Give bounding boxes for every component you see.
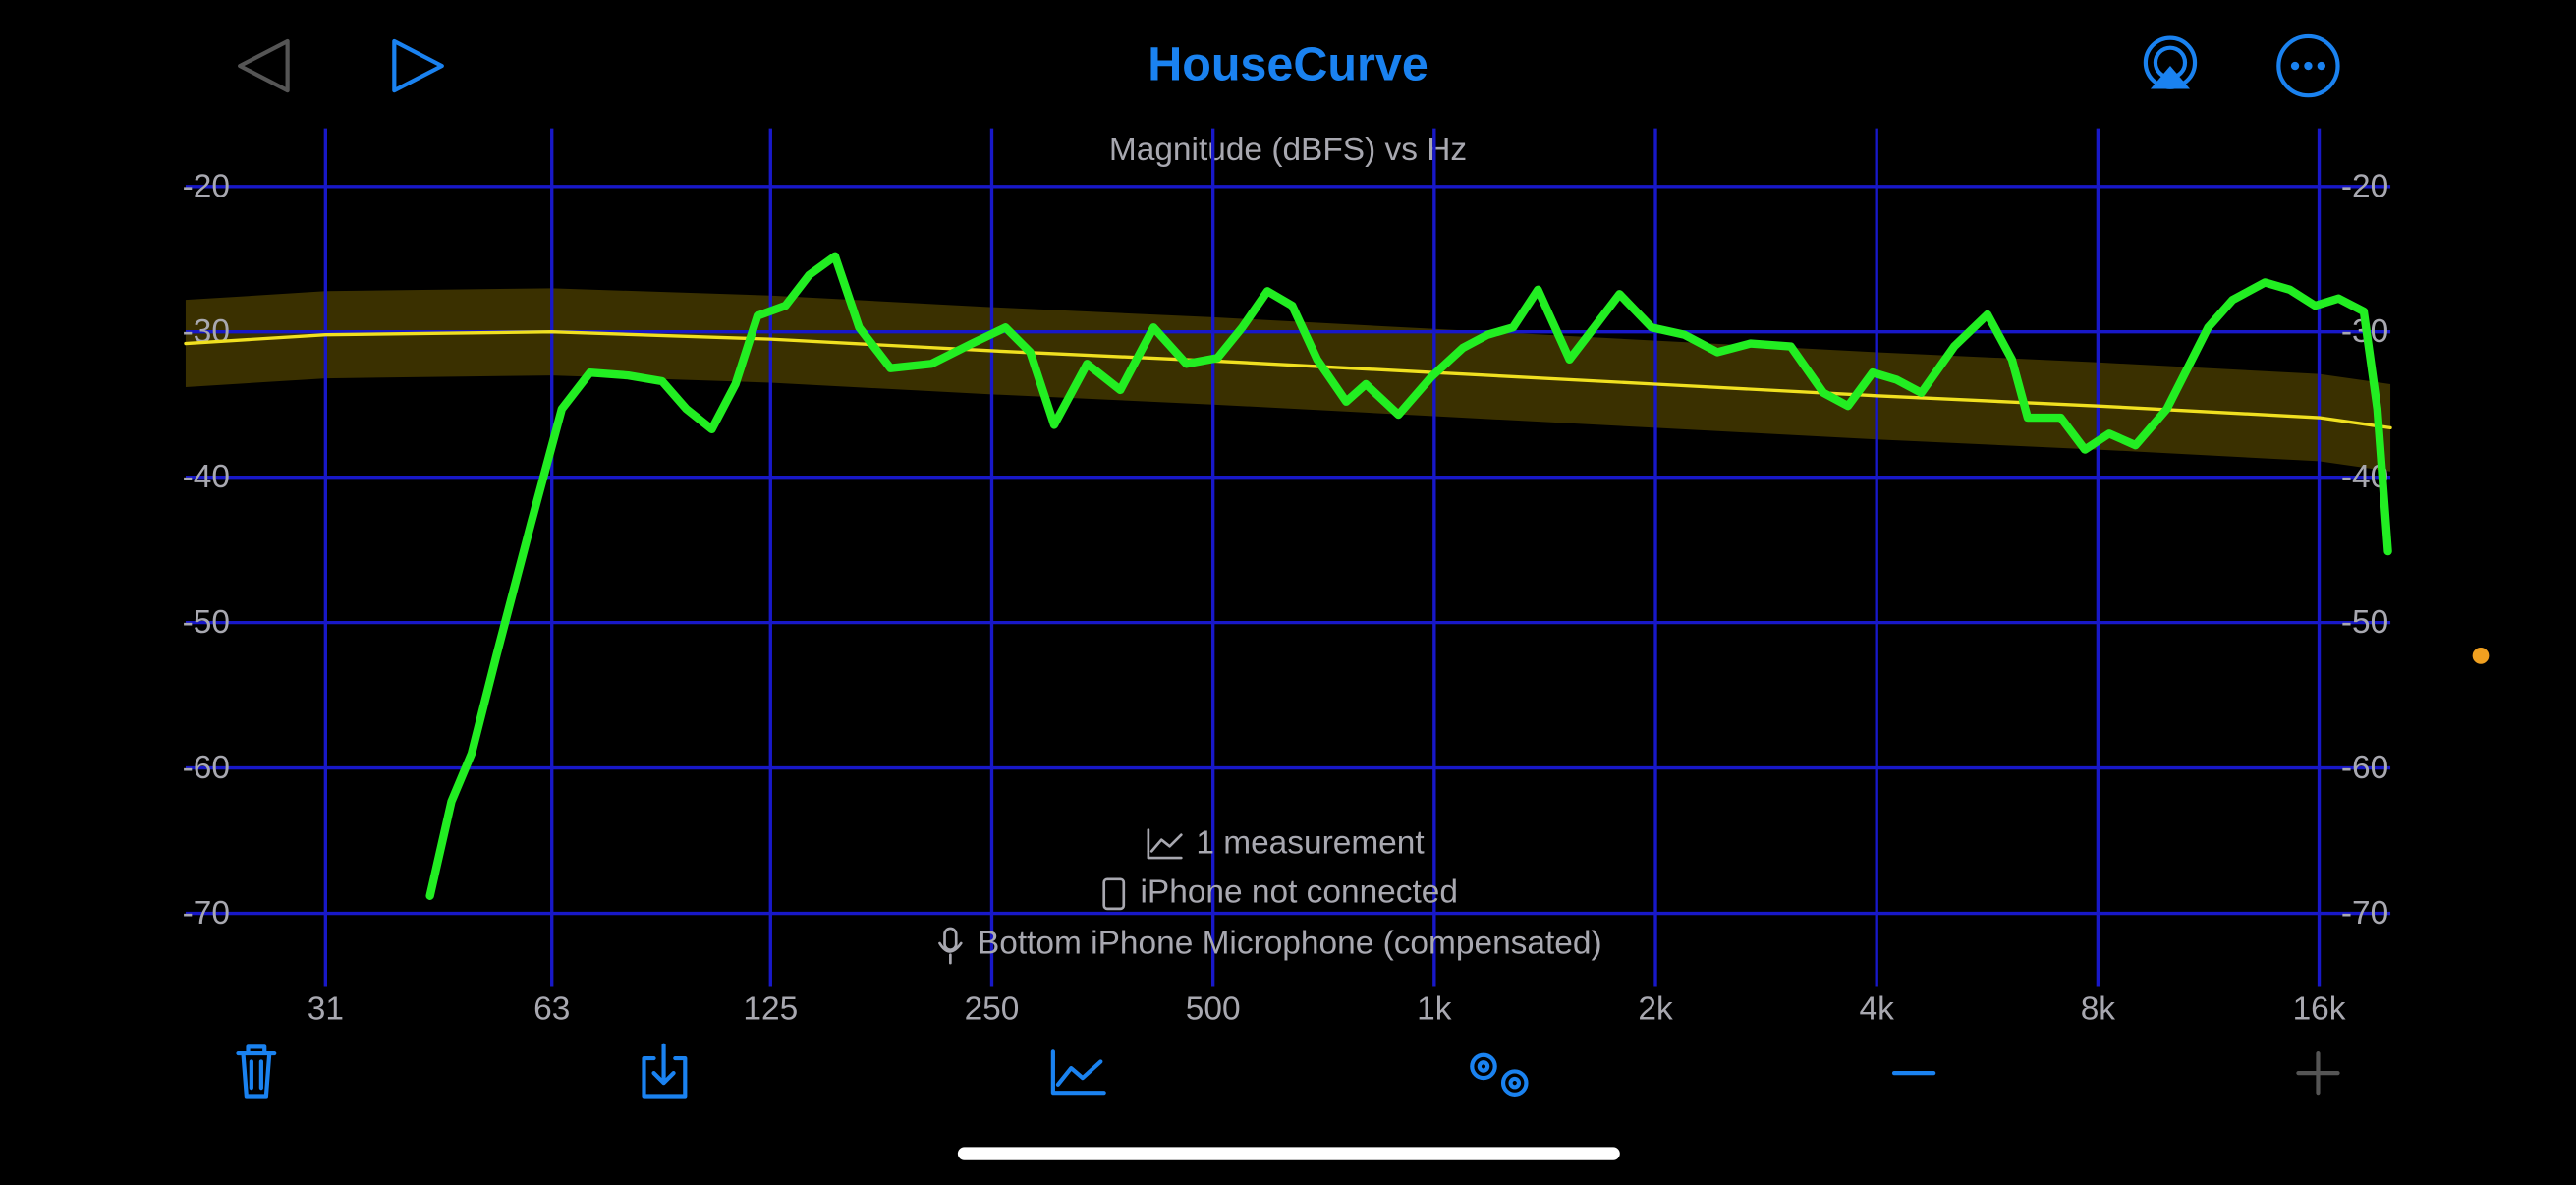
chart-button[interactable] [1050,1049,1106,1096]
y-tick-label: -50 [183,604,230,641]
y-tick-label: -20 [183,168,230,204]
import-button[interactable] [642,1043,688,1099]
x-tick-label: 8k [2081,990,2116,1027]
more-button[interactable] [2276,33,2340,98]
status-text: Bottom iPhone Microphone (compensated) [978,926,1602,962]
microphone-icon [938,927,963,965]
airplay-button[interactable] [2143,35,2198,89]
x-tick-label: 63 [533,990,570,1027]
play-button[interactable] [392,38,444,93]
y2-tick-label: -20 [2341,168,2388,204]
app-title: HouseCurve [1148,38,1428,91]
y2-tick-label: -70 [2341,895,2388,931]
zoom-in-button[interactable] [2296,1050,2340,1096]
status-dot [2472,648,2490,664]
speaker-icon [1102,877,1126,911]
x-tick-label: 4k [1860,990,1895,1027]
y-tick-label: -70 [183,895,230,931]
series-line [425,252,2392,900]
status-text: 1 measurement [1196,825,1425,862]
back-button[interactable] [238,38,290,93]
delete-button[interactable] [236,1044,277,1099]
status-text: iPhone not connected [1141,875,1459,911]
x-tick-label: 500 [1186,990,1241,1027]
y-tick-label: -60 [183,750,230,786]
y-tick-label: -40 [183,459,230,495]
x-tick-label: 1k [1417,990,1452,1027]
y2-tick-label: -60 [2341,750,2388,786]
tolerance-band [185,288,2391,472]
measurement-icon [1147,828,1183,860]
home-indicator [957,1147,1620,1160]
x-tick-label: 250 [965,990,1020,1027]
x-tick-label: 125 [743,990,798,1027]
chart-title: Magnitude (dBFS) vs Hz [1109,132,1467,168]
y2-tick-label: -50 [2341,604,2388,641]
x-tick-label: 2k [1638,990,1673,1027]
x-tick-label: 16k [2293,990,2346,1027]
settings-button[interactable] [1470,1052,1529,1097]
x-tick-label: 31 [308,990,344,1027]
